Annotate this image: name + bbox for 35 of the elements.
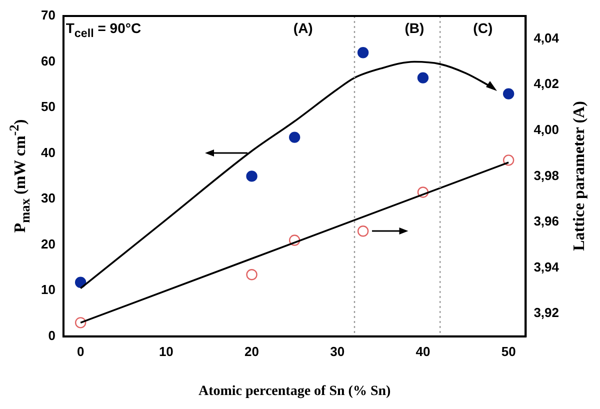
annotation: (A) — [293, 20, 313, 36]
x-tick-label: 20 — [244, 344, 260, 359]
annotation: (B) — [404, 20, 424, 36]
annotation: T$_{cell}$ = 90°C — [66, 20, 142, 40]
x-tick-label: 10 — [158, 344, 174, 359]
x-tick-label: 0 — [76, 344, 84, 359]
y2-axis-title: Lattice parameter (A) — [571, 101, 589, 252]
y2-tick-label: 4,02 — [534, 76, 560, 92]
y-tick-label: 0 — [48, 328, 56, 343]
y2-tick-label: 4,00 — [534, 122, 560, 138]
x-axis-title: Atomic percentage of Sn (% Sn) — [198, 384, 391, 400]
point — [502, 88, 514, 100]
point — [357, 226, 369, 237]
annotation: (C) — [473, 20, 493, 36]
x-tick-label: 50 — [501, 344, 516, 359]
y2-tick-label: 3,96 — [534, 214, 560, 229]
y-tick-label: 50 — [40, 99, 56, 114]
y-tick-label: 30 — [40, 190, 56, 206]
y2-tick-label: 3,94 — [534, 259, 560, 274]
x-tick-label: 40 — [416, 344, 430, 359]
y-tick-label: 40 — [40, 144, 56, 160]
y2-tick-label: 4,04 — [534, 30, 560, 46]
y-tick-label: 70 — [40, 8, 56, 23]
y2-tick-label: 3,92 — [534, 305, 560, 320]
point — [357, 47, 369, 58]
point — [246, 269, 258, 280]
point — [288, 132, 300, 143]
y-tick-label: 60 — [40, 53, 56, 68]
y-tick-label: 10 — [40, 282, 56, 298]
point — [417, 72, 429, 84]
point — [502, 154, 514, 166]
x-tick-label: 30 — [330, 344, 345, 359]
point — [246, 170, 258, 182]
y-tick-label: 20 — [40, 236, 56, 252]
y2-tick-label: 3,98 — [534, 168, 560, 183]
